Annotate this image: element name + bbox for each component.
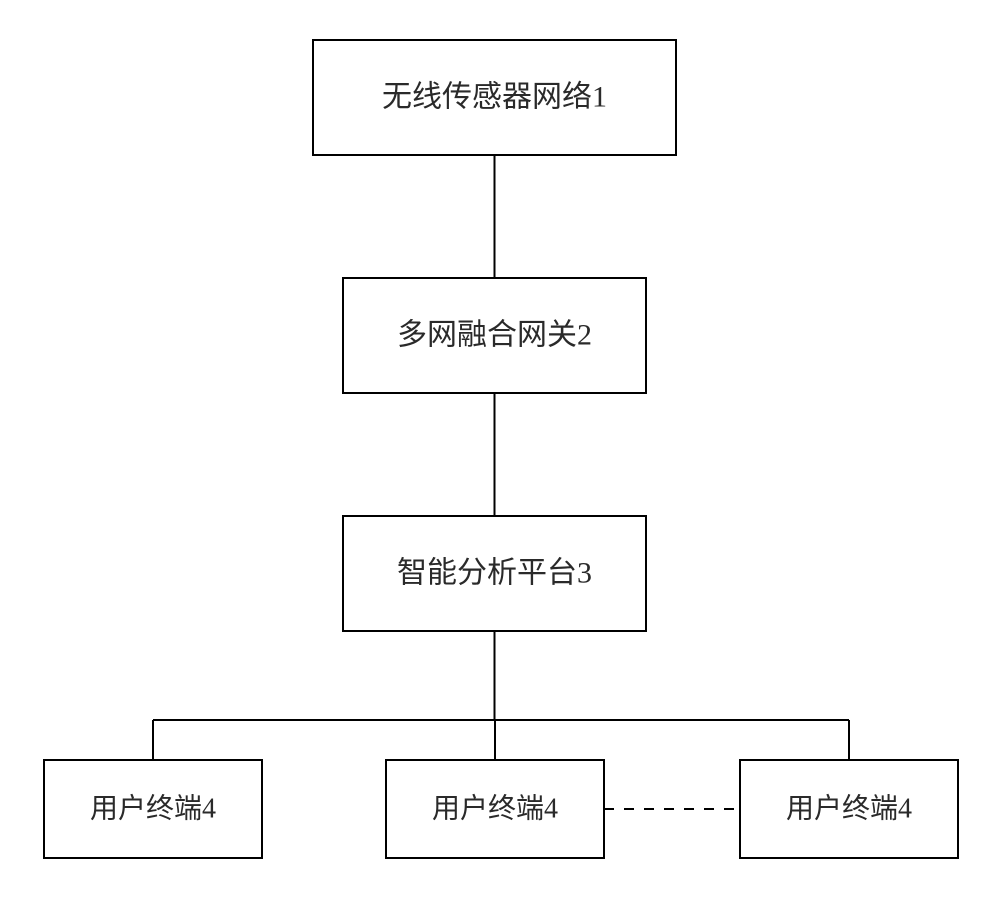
node-n3: 智能分析平台3: [343, 516, 646, 631]
node-label: 智能分析平台3: [397, 556, 592, 589]
node-label: 用户终端4: [432, 792, 558, 824]
node-label: 用户终端4: [786, 792, 912, 824]
node-label: 多网融合网关2: [397, 318, 592, 351]
node-label: 用户终端4: [90, 792, 216, 824]
node-label: 无线传感器网络1: [382, 80, 607, 113]
node-n4c: 用户终端4: [740, 760, 958, 858]
node-n4a: 用户终端4: [44, 760, 262, 858]
node-n1: 无线传感器网络1: [313, 40, 676, 155]
node-n4b: 用户终端4: [386, 760, 604, 858]
node-n2: 多网融合网关2: [343, 278, 646, 393]
